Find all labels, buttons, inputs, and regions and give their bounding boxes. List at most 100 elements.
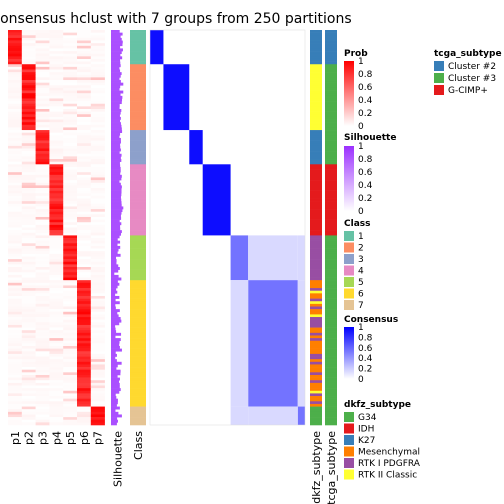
tcga-cell <box>325 101 337 105</box>
tcga-cell <box>325 172 337 176</box>
dkfz-cell <box>310 90 322 94</box>
silhouette-bar <box>111 332 122 336</box>
prob-cell <box>35 51 50 54</box>
dkfz-cell <box>310 82 322 86</box>
prob-cell <box>90 298 105 302</box>
prob-cell <box>8 72 23 76</box>
prob-cell <box>77 51 92 54</box>
class-cell <box>130 259 146 263</box>
prob-cell <box>21 106 36 110</box>
prob-cell <box>21 103 36 107</box>
class-cell <box>130 198 146 202</box>
prob-cell <box>90 74 105 78</box>
class-cell <box>130 209 146 212</box>
class-cell <box>130 48 146 52</box>
prob-cell <box>35 80 50 83</box>
class-cell <box>130 106 146 110</box>
prob-cell <box>21 156 36 160</box>
silhouette-bar <box>111 380 119 384</box>
prob-cell <box>77 61 92 65</box>
prob-cell <box>8 164 23 168</box>
silhouette-bar <box>111 259 117 263</box>
prob-cell <box>35 264 50 268</box>
prob-cell <box>21 317 36 320</box>
legend-tick-label: 0.4 <box>358 354 373 364</box>
prob-cell <box>90 35 105 39</box>
prob-cell <box>21 351 36 355</box>
class-cell <box>130 340 146 344</box>
dkfz-cell <box>310 409 322 413</box>
class-cell <box>130 380 146 384</box>
prob-cell <box>77 396 92 399</box>
silhouette-bar <box>111 230 122 234</box>
prob-cell <box>77 243 92 247</box>
dkfz-cell <box>310 111 322 115</box>
prob-cell <box>90 37 105 41</box>
prob-cell <box>63 285 78 289</box>
silhouette-bar <box>111 43 123 47</box>
tcga-cell <box>325 285 337 289</box>
tcga-cell <box>325 69 337 73</box>
silhouette-annotation <box>111 30 124 426</box>
prob-cell <box>90 388 105 392</box>
prob-cell <box>90 245 105 249</box>
class-cell <box>130 290 146 294</box>
prob-cell <box>77 330 92 334</box>
prob-cell <box>77 398 92 402</box>
prob-cell <box>49 322 64 326</box>
prob-cell <box>90 232 105 236</box>
dkfz-cell <box>310 235 322 239</box>
prob-cell <box>63 137 78 141</box>
prob-cell <box>21 56 36 60</box>
prob-cell <box>8 280 23 284</box>
prob-cell <box>8 43 23 47</box>
prob-cell <box>8 411 23 415</box>
prob-cell <box>21 193 36 197</box>
prob-cell <box>77 227 92 231</box>
legend-tick-label: 0.4 <box>358 181 373 191</box>
prob-cell <box>21 267 36 270</box>
silhouette-bar <box>111 274 119 278</box>
prob-heatmap <box>8 30 105 426</box>
tcga-cell <box>325 382 337 386</box>
dkfz-cell <box>310 388 322 392</box>
prob-cell <box>8 153 23 157</box>
prob-cell <box>77 122 92 126</box>
silhouette-bar <box>111 364 118 368</box>
prob-cell <box>49 419 64 423</box>
prob-cell <box>21 164 36 168</box>
prob-cell <box>8 219 23 223</box>
legend-item-label: 3 <box>358 255 364 265</box>
legend-swatch <box>344 412 354 422</box>
prob-cell <box>90 259 105 263</box>
prob-cell <box>21 180 36 184</box>
silhouette-bar <box>111 338 121 342</box>
prob-cell <box>63 385 78 389</box>
dkfz-cell <box>310 188 322 191</box>
legend-swatch <box>344 288 354 299</box>
prob-cell <box>63 58 78 62</box>
tcga-cell <box>325 367 337 370</box>
class-cell <box>130 101 146 105</box>
prob-cell <box>63 195 78 199</box>
prob-cell <box>21 137 36 141</box>
prob-cell <box>35 353 50 357</box>
silhouette-bar <box>111 174 122 178</box>
prob-cell <box>77 56 92 60</box>
prob-cell <box>63 43 78 47</box>
class-cell <box>130 322 146 326</box>
prob-cell <box>8 259 23 263</box>
dkfz-cell <box>310 101 322 105</box>
prob-cell <box>90 253 105 257</box>
prob-cell <box>90 169 105 173</box>
prob-cell <box>63 374 78 378</box>
prob-cell <box>8 351 23 355</box>
prob-cell <box>49 224 64 228</box>
prob-cell <box>77 137 92 141</box>
prob-cell <box>49 135 64 139</box>
prob-cell <box>90 377 105 381</box>
prob-cell <box>63 37 78 41</box>
tcga-cell <box>325 298 337 302</box>
legend-tick-label: 0 <box>358 207 364 217</box>
silhouette-bar <box>111 351 116 355</box>
